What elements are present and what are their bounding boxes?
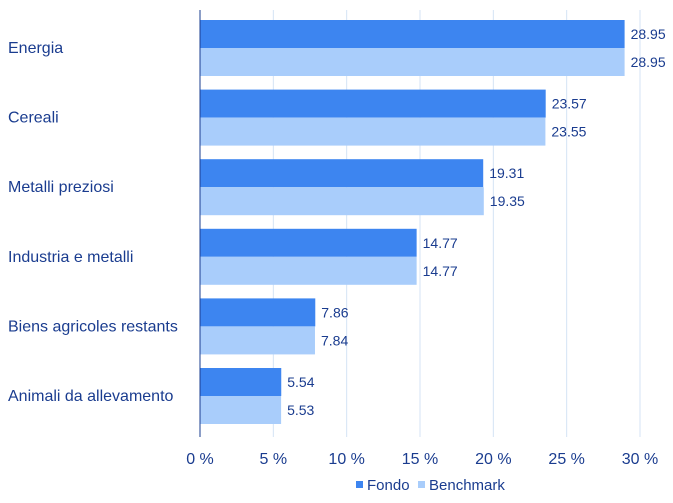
- value-label: 23.55: [551, 124, 586, 140]
- x-tick-label: 5 %: [260, 451, 288, 468]
- value-labels: 28.95 28.95 23.57 23.55 19.31 19.35 14.77 14.77…: [287, 26, 666, 418]
- value-label: 5.54: [287, 374, 314, 390]
- legend-swatch-fondo: [356, 481, 363, 488]
- bar-benchmark-1: [200, 117, 546, 146]
- x-tick-label: 20 %: [475, 451, 511, 468]
- value-label: 14.77: [423, 263, 458, 279]
- grid-lines: [272, 10, 641, 437]
- bar-fondo-5: [200, 368, 282, 396]
- bar-benchmark-3: [200, 256, 417, 285]
- bar-fondo-2: [200, 159, 484, 188]
- value-label: 28.95: [631, 54, 666, 70]
- x-tick-label: 15 %: [402, 451, 438, 468]
- value-label: 5.53: [287, 402, 314, 418]
- bar-fondo-1: [200, 89, 546, 118]
- value-label: 28.95: [631, 26, 666, 42]
- value-label: 19.31: [489, 165, 524, 181]
- category-label: Biens agricoles restants: [8, 318, 178, 335]
- bar-benchmark-4: [200, 326, 315, 355]
- category-label: Industria e metalli: [8, 249, 133, 266]
- x-tick-label: 25 %: [548, 451, 584, 468]
- bar-fondo-4: [200, 298, 316, 327]
- x-tick-label: 10 %: [328, 451, 364, 468]
- x-tick-label: 30 %: [622, 451, 658, 468]
- bar-fondo-0: [200, 20, 625, 48]
- value-label: 19.35: [490, 193, 525, 209]
- bar-benchmark-0: [200, 48, 625, 76]
- x-axis-tick-labels: 0 % 5 % 10 % 15 % 20 % 25 % 30 %: [186, 451, 658, 468]
- bar-fondo-3: [200, 228, 417, 257]
- x-tick-label: 0 %: [186, 451, 214, 468]
- value-label: 7.84: [321, 332, 348, 348]
- bar-benchmark-5: [200, 396, 282, 424]
- legend-label-benchmark: Benchmark: [429, 477, 505, 494]
- value-label: 14.77: [423, 235, 458, 251]
- legend-label-fondo: Fondo: [367, 477, 410, 494]
- category-labels: Energia Cereali Metalli preziosi Industria …: [8, 40, 178, 405]
- legend: Fondo Benchmark: [356, 477, 505, 494]
- category-label: Metalli preziosi: [8, 179, 114, 196]
- category-label: Energia: [8, 40, 63, 57]
- category-label: Cereali: [8, 110, 59, 127]
- value-label: 7.86: [321, 304, 348, 320]
- bar-benchmark-2: [200, 187, 484, 216]
- legend-swatch-benchmark: [418, 481, 425, 488]
- category-label: Animali da allevamento: [8, 388, 174, 405]
- value-label: 23.57: [552, 96, 587, 112]
- bars: [200, 20, 625, 424]
